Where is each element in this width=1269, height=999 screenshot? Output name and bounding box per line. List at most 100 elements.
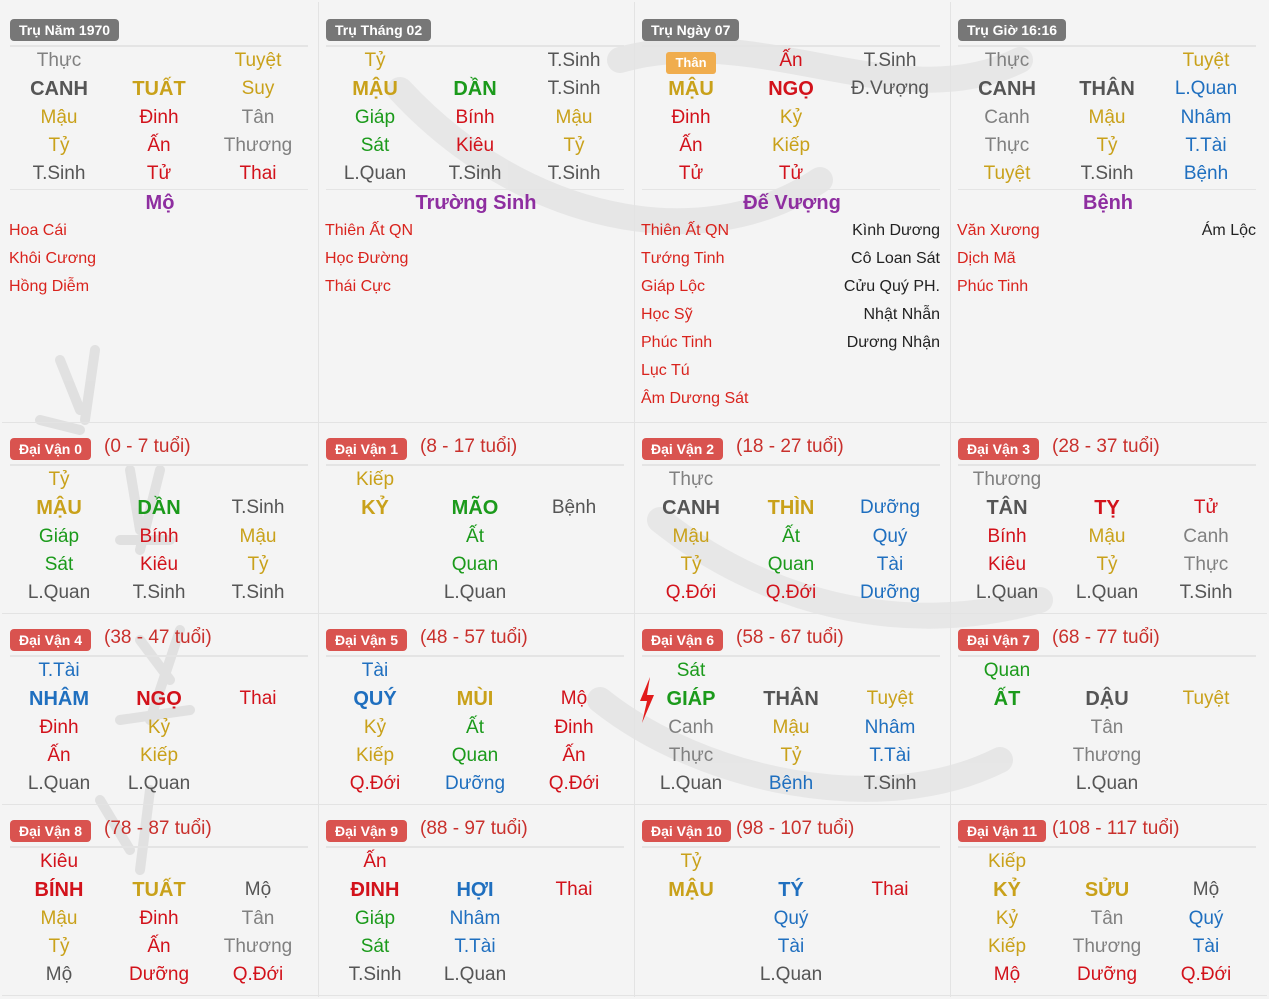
star-name-left: Hồng Diễm — [9, 278, 90, 295]
can-chi-value: KỶ — [361, 497, 389, 520]
ten-god-value: Tử — [1193, 497, 1219, 519]
ten-god-value: Ấn — [779, 50, 803, 71]
ten-god-value: Thương — [1072, 935, 1142, 957]
dai-van-label: Đại Vận 11 — [958, 820, 1047, 842]
ten-god-value: L.Quan — [975, 582, 1039, 604]
ten-god-value: Ất — [466, 525, 484, 547]
ten-god-value: Dưỡng — [859, 582, 921, 604]
star-name-right: Dương Nhận — [846, 334, 940, 351]
star-name-left: Hoa Cái — [9, 222, 67, 239]
ten-god-value: Tử — [778, 163, 804, 185]
dai-van-label: Đại Vận 3 — [958, 438, 1040, 460]
ten-god-value: Kiếp — [987, 935, 1027, 957]
can-chi-value: NGỌ — [768, 78, 814, 101]
ten-god-value: Tỷ — [563, 134, 585, 156]
ten-god-value: L.Quan — [1174, 78, 1238, 100]
life-stage-status: Trường Sinh — [415, 192, 537, 214]
can-chi-value: ĐINH — [350, 879, 400, 902]
ten-god-value: T.Sinh — [547, 163, 601, 185]
ten-god-value: Thực — [668, 469, 714, 490]
ten-god-value: L.Quan — [1075, 773, 1139, 795]
age-range: (8 - 17 tuổi) — [420, 436, 518, 457]
dai-van-label: Đại Vận 2 — [642, 438, 724, 460]
star-name-left: Phúc Tinh — [641, 334, 713, 351]
can-chi-value: CANH — [662, 497, 720, 520]
star-name-right: Cửu Quý PH. — [843, 278, 940, 295]
dai-van-underline — [326, 464, 624, 466]
ten-god-value: Kiêu — [455, 134, 495, 156]
can-chi-value: NHÂM — [29, 688, 89, 711]
dai-van-underline — [326, 655, 624, 657]
dai-van-label: Đại Vận 7 — [958, 629, 1040, 651]
ten-god-value: Đinh — [139, 106, 179, 128]
star-name-left: Âm Dương Sát — [641, 390, 749, 407]
life-stage-status: Mộ — [145, 192, 175, 214]
ten-god-value: Đinh — [139, 907, 179, 929]
ten-god-value: Dưỡng — [128, 964, 190, 986]
ten-god-value: Q.Đới — [232, 964, 284, 986]
age-range: (18 - 27 tuổi) — [736, 436, 844, 457]
can-chi-value: SỬU — [1084, 879, 1130, 902]
can-chi-value: DẦN — [453, 78, 497, 101]
ten-god-value: Thương — [223, 935, 293, 957]
ten-god-value: Thai — [239, 163, 277, 185]
dai-van-label: Đại Vận 8 — [10, 820, 92, 842]
ten-god-value: Bệnh — [768, 773, 814, 795]
row-divider — [2, 422, 1267, 423]
ten-god-value: Nhâm — [864, 716, 916, 738]
dai-van-underline — [10, 846, 308, 848]
star-name-left: Học Sỹ — [641, 306, 693, 323]
ten-god-value: Quý — [872, 525, 908, 547]
row-divider — [2, 613, 1267, 614]
can-chi-value: TỴ — [1094, 497, 1120, 520]
age-range: (28 - 37 tuổi) — [1052, 436, 1160, 457]
ten-god-value: Ấn — [679, 134, 703, 156]
ten-god-value: Mộ — [244, 879, 272, 901]
ten-god-value: Thực — [984, 134, 1030, 156]
dai-van-label: Đại Vận 6 — [642, 629, 724, 651]
ten-god-value: T.Sinh — [231, 582, 285, 604]
ten-god-value: Mộ — [560, 688, 588, 710]
ten-god-value: Nhâm — [1180, 106, 1232, 128]
ten-god-value: Ất — [466, 716, 484, 738]
ten-god-value: Q.Đới — [548, 773, 600, 795]
ten-god-value: Tài — [361, 660, 389, 681]
star-name-left: Giáp Lộc — [641, 278, 706, 295]
row-divider — [2, 804, 1267, 805]
dai-van-underline — [642, 464, 940, 466]
can-chi-value: BÍNH — [34, 879, 84, 902]
ten-god-value: Nhâm — [449, 907, 501, 929]
ten-god-value: Kiếp — [987, 851, 1027, 872]
ten-god-value: Kiếp — [355, 469, 395, 490]
can-chi-value: TUẤT — [132, 78, 186, 101]
star-name-left: Thiên Ất QN — [325, 222, 414, 239]
ten-god-value: T.Tài — [454, 935, 496, 957]
ten-god-value: Mậu — [772, 716, 810, 738]
ten-god-value: Bính — [987, 525, 1027, 547]
ten-god-value: Mộ — [993, 964, 1021, 986]
star-name-right: Ám Lộc — [1201, 222, 1256, 239]
ten-god-value: Đinh — [554, 716, 594, 738]
ten-god-value: Dưỡng — [859, 497, 921, 519]
ten-god-value: Giáp — [354, 907, 396, 929]
ten-god-value: Quan — [451, 744, 499, 766]
can-chi-value: NGỌ — [136, 688, 182, 711]
pillar-divider — [642, 189, 940, 190]
can-chi-value: TÂN — [986, 497, 1028, 520]
ten-god-value: Tỷ — [780, 744, 802, 766]
ten-god-value: L.Quan — [127, 773, 191, 795]
lightning-icon — [638, 677, 656, 728]
ten-god-value: T.Tài — [869, 744, 911, 766]
pillar-underline — [326, 45, 624, 47]
ten-god-value: Thực — [668, 744, 714, 766]
ten-god-value: Ấn — [147, 935, 171, 957]
ten-god-value: T.Sinh — [132, 582, 186, 604]
ten-god-value: T.Sinh — [863, 50, 917, 71]
ten-god-value: Bính — [139, 525, 179, 547]
can-chi-value: GIÁP — [666, 688, 716, 711]
dai-van-underline — [958, 464, 1256, 466]
ten-god-value: Đinh — [39, 716, 79, 738]
ten-god-value: T.Sinh — [1179, 582, 1233, 604]
can-chi-value: HỢI — [456, 879, 494, 902]
ten-god-value: Tử — [146, 163, 172, 185]
